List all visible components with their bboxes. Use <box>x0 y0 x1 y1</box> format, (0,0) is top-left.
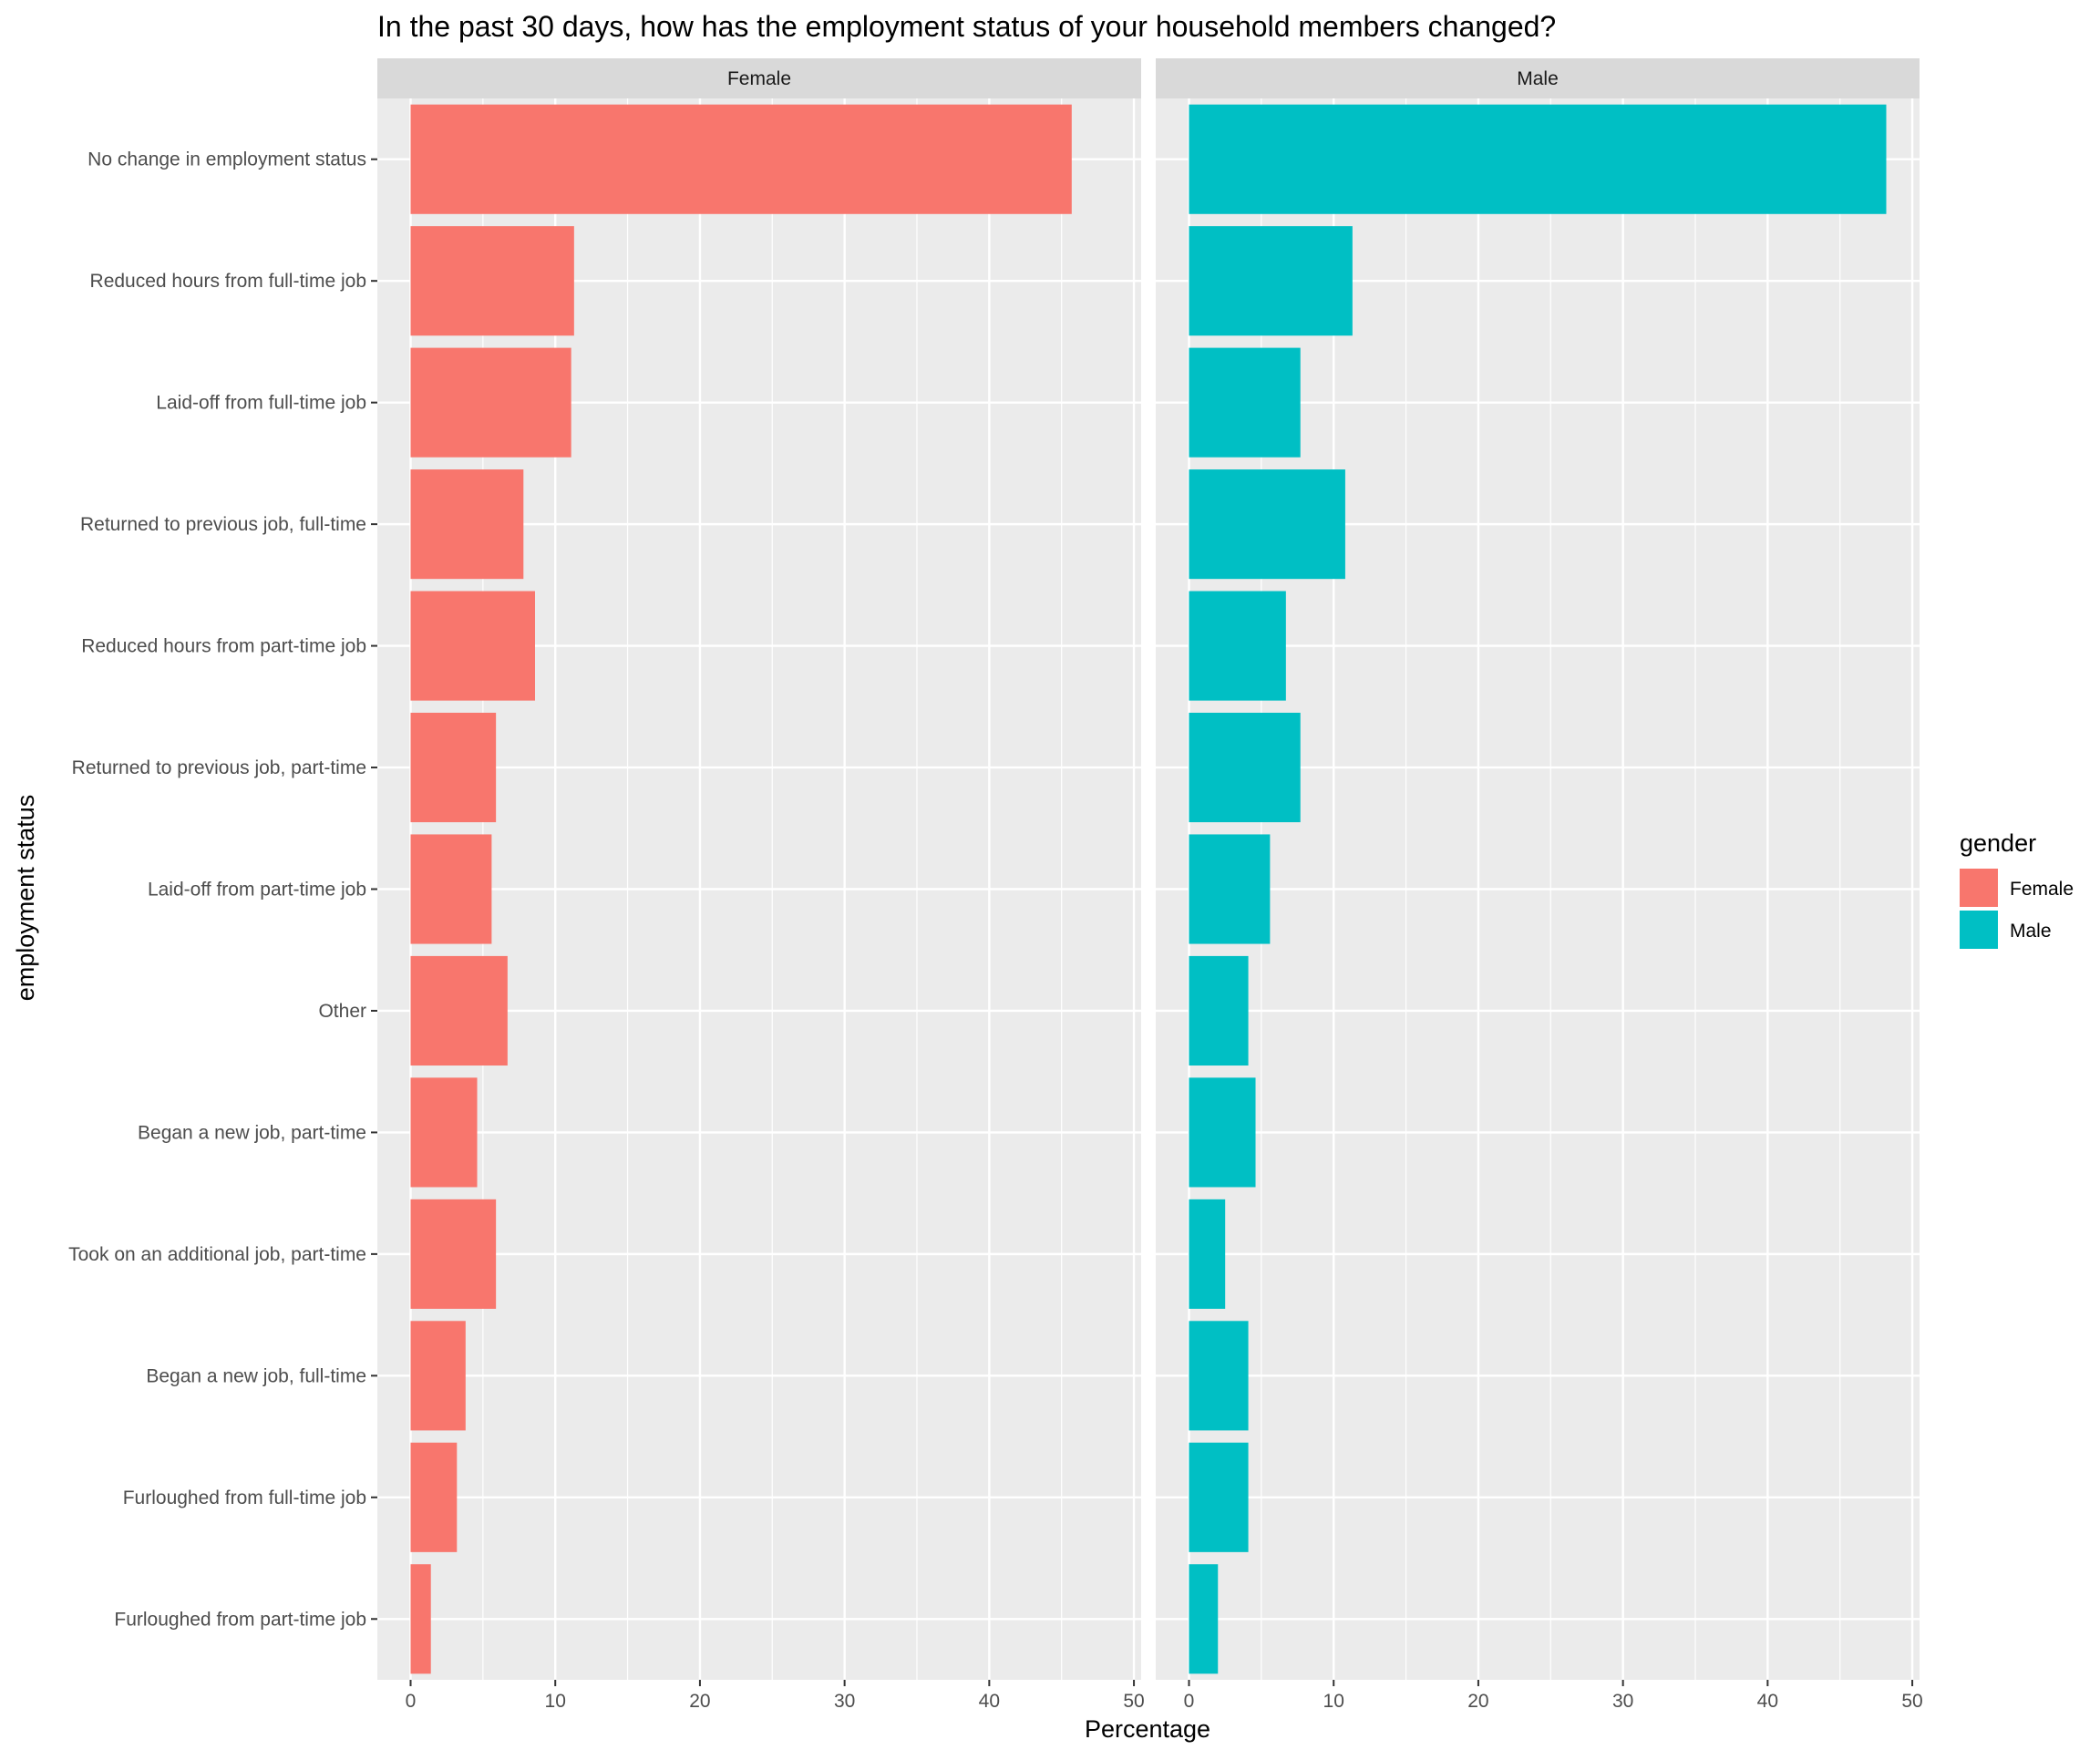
y-tick-label-no-change-in-employment-status: No change in employment status <box>88 149 366 170</box>
legend-key-female <box>1960 869 1998 907</box>
bar-female-took-on-an-additional-job-part-time <box>410 1199 497 1309</box>
x-axis-title: Percentage <box>1085 1715 1210 1743</box>
bar-female-began-a-new-job-full-time <box>410 1321 466 1431</box>
legend-label-male: Male <box>2010 921 2052 942</box>
bar-male-furloughed-from-part-time-job <box>1189 1564 1219 1674</box>
x-tick-label: 0 <box>1184 1691 1195 1712</box>
bar-male-began-a-new-job-full-time <box>1189 1321 1249 1431</box>
legend: gender Female Male <box>1960 829 2074 949</box>
x-tick-label: 50 <box>1123 1691 1144 1712</box>
bar-male-returned-to-previous-job-part-time <box>1189 712 1301 823</box>
y-tick-label-began-a-new-job-part-time: Began a new job, part-time <box>138 1122 366 1143</box>
bar-female-furloughed-from-part-time-job <box>410 1564 431 1674</box>
y-tick-label-furloughed-from-full-time-job: Furloughed from full-time job <box>123 1488 366 1508</box>
y-tick-label-furloughed-from-part-time-job: Furloughed from part-time job <box>114 1609 366 1630</box>
bar-female-returned-to-previous-job-full-time <box>410 469 524 580</box>
legend-label-female: Female <box>2010 879 2074 900</box>
bar-male-returned-to-previous-job-full-time <box>1189 469 1345 580</box>
x-tick-label: 30 <box>834 1691 855 1712</box>
bar-male-reduced-hours-from-full-time-job <box>1189 226 1353 336</box>
x-tick-label: 40 <box>979 1691 1000 1712</box>
y-tick-label-began-a-new-job-full-time: Began a new job, full-time <box>146 1365 366 1386</box>
x-tick-label: 0 <box>406 1691 417 1712</box>
bar-male-no-change-in-employment-status <box>1189 104 1887 214</box>
x-tick-label: 10 <box>545 1691 566 1712</box>
bar-female-began-a-new-job-part-time <box>410 1077 478 1188</box>
y-tick-label-other: Other <box>318 1001 366 1022</box>
x-tick-label: 40 <box>1757 1691 1778 1712</box>
facet-strip-male <box>1156 58 1920 98</box>
facet-strip-female <box>377 58 1141 98</box>
bar-male-furloughed-from-full-time-job <box>1189 1442 1249 1552</box>
y-tick-label-took-on-an-additional-job-part-time: Took on an additional job, part-time <box>68 1244 366 1265</box>
chart-title: In the past 30 days, how has the employm… <box>377 10 1556 43</box>
facet-label-male: Male <box>1517 68 1559 89</box>
bar-female-returned-to-previous-job-part-time <box>410 712 497 823</box>
x-tick-label: 50 <box>1901 1691 1922 1712</box>
y-tick-label-laid-off-from-full-time-job: Laid-off from full-time job <box>156 393 366 414</box>
x-tick-label: 30 <box>1612 1691 1633 1712</box>
legend-title: gender <box>1960 829 2036 857</box>
bar-female-laid-off-from-part-time-job <box>410 834 492 944</box>
x-tick-label: 20 <box>689 1691 710 1712</box>
y-tick-label-laid-off-from-part-time-job: Laid-off from part-time job <box>148 880 366 901</box>
x-tick-label: 20 <box>1467 1691 1488 1712</box>
plot-area: Female 0 10 20 30 40 50 Male 0 10 20 30 40 50 No chang… <box>68 58 1923 1712</box>
y-tick-label-returned-to-previous-job-full-time: Returned to previous job, full-time <box>80 514 366 535</box>
bar-male-took-on-an-additional-job-part-time <box>1189 1199 1226 1309</box>
bar-female-reduced-hours-from-part-time-job <box>410 591 535 701</box>
x-tick-label: 10 <box>1323 1691 1344 1712</box>
bar-female-no-change-in-employment-status <box>410 104 1072 214</box>
bar-male-other <box>1189 955 1249 1066</box>
facet-label-female: Female <box>727 68 791 89</box>
bar-female-other <box>410 955 508 1066</box>
y-tick-label-reduced-hours-from-part-time-job: Reduced hours from part-time job <box>81 636 366 657</box>
bar-female-reduced-hours-from-full-time-job <box>410 226 574 336</box>
bar-male-laid-off-from-part-time-job <box>1189 834 1271 944</box>
bar-male-reduced-hours-from-part-time-job <box>1189 591 1286 701</box>
y-tick-label-returned-to-previous-job-part-time: Returned to previous job, part-time <box>72 757 366 778</box>
bar-female-furloughed-from-full-time-job <box>410 1442 458 1552</box>
bar-female-laid-off-from-full-time-job <box>410 347 571 458</box>
bar-male-laid-off-from-full-time-job <box>1189 347 1301 458</box>
y-axis-title: employment status <box>12 795 39 1002</box>
legend-key-male <box>1960 911 1998 949</box>
y-tick-label-reduced-hours-from-full-time-job: Reduced hours from full-time job <box>90 271 366 292</box>
bar-male-began-a-new-job-part-time <box>1189 1077 1256 1188</box>
